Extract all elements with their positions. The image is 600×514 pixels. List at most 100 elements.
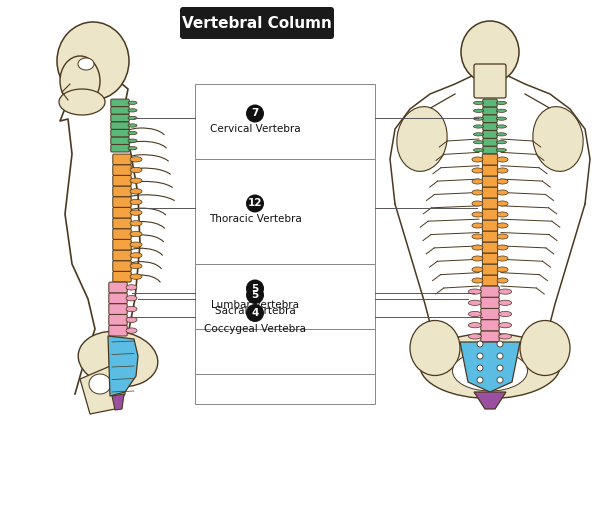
- Ellipse shape: [57, 22, 129, 100]
- FancyBboxPatch shape: [111, 137, 129, 144]
- Ellipse shape: [533, 106, 583, 171]
- Ellipse shape: [128, 101, 137, 104]
- Ellipse shape: [497, 278, 508, 283]
- Ellipse shape: [497, 109, 506, 113]
- Ellipse shape: [499, 300, 512, 305]
- Ellipse shape: [472, 256, 483, 261]
- FancyBboxPatch shape: [113, 208, 131, 218]
- FancyBboxPatch shape: [481, 297, 499, 308]
- Ellipse shape: [499, 311, 512, 317]
- FancyBboxPatch shape: [113, 271, 131, 282]
- Circle shape: [246, 280, 264, 298]
- Circle shape: [477, 353, 483, 359]
- Ellipse shape: [128, 124, 137, 127]
- Ellipse shape: [410, 321, 460, 376]
- Circle shape: [246, 194, 264, 212]
- Ellipse shape: [472, 234, 483, 239]
- Text: Thoracic Vertebra: Thoracic Vertebra: [209, 214, 301, 225]
- Text: 5: 5: [251, 290, 259, 300]
- Polygon shape: [80, 364, 125, 414]
- Text: 12: 12: [248, 198, 262, 209]
- FancyBboxPatch shape: [483, 146, 497, 154]
- Ellipse shape: [497, 168, 508, 173]
- FancyBboxPatch shape: [482, 253, 498, 264]
- Ellipse shape: [472, 267, 483, 272]
- FancyBboxPatch shape: [482, 242, 498, 253]
- Ellipse shape: [472, 223, 483, 228]
- FancyBboxPatch shape: [482, 165, 498, 176]
- Ellipse shape: [472, 245, 483, 250]
- Text: Vertebral Column: Vertebral Column: [182, 15, 332, 30]
- FancyBboxPatch shape: [482, 220, 498, 231]
- Text: Lumbar Vertebra: Lumbar Vertebra: [211, 300, 299, 309]
- FancyBboxPatch shape: [474, 64, 506, 98]
- FancyBboxPatch shape: [113, 240, 131, 250]
- Circle shape: [497, 377, 503, 383]
- FancyBboxPatch shape: [111, 122, 129, 130]
- Ellipse shape: [497, 117, 506, 120]
- Circle shape: [246, 286, 264, 304]
- Circle shape: [497, 365, 503, 371]
- FancyBboxPatch shape: [113, 218, 131, 229]
- Ellipse shape: [469, 289, 481, 294]
- Bar: [195, 84, 375, 159]
- FancyBboxPatch shape: [481, 320, 499, 331]
- Ellipse shape: [128, 108, 137, 112]
- Bar: [195, 159, 375, 264]
- Ellipse shape: [126, 296, 137, 301]
- Ellipse shape: [89, 374, 111, 394]
- Polygon shape: [460, 342, 520, 392]
- FancyBboxPatch shape: [483, 123, 497, 131]
- Ellipse shape: [472, 278, 483, 283]
- Ellipse shape: [497, 125, 506, 128]
- FancyBboxPatch shape: [483, 131, 497, 138]
- Ellipse shape: [469, 334, 481, 339]
- Circle shape: [477, 365, 483, 371]
- Ellipse shape: [130, 157, 142, 162]
- Ellipse shape: [497, 234, 508, 239]
- FancyBboxPatch shape: [482, 187, 498, 198]
- Text: 5: 5: [251, 284, 259, 293]
- Ellipse shape: [420, 334, 560, 398]
- Ellipse shape: [126, 317, 137, 322]
- Ellipse shape: [130, 221, 142, 226]
- FancyBboxPatch shape: [482, 264, 498, 275]
- Ellipse shape: [128, 139, 137, 142]
- Ellipse shape: [126, 285, 137, 290]
- Ellipse shape: [473, 125, 484, 128]
- FancyBboxPatch shape: [481, 286, 499, 297]
- FancyBboxPatch shape: [483, 115, 497, 122]
- FancyBboxPatch shape: [482, 231, 498, 242]
- Ellipse shape: [473, 149, 484, 152]
- FancyBboxPatch shape: [180, 7, 334, 39]
- FancyBboxPatch shape: [109, 293, 127, 304]
- Ellipse shape: [397, 106, 447, 171]
- FancyBboxPatch shape: [481, 331, 499, 342]
- FancyBboxPatch shape: [109, 315, 127, 325]
- Ellipse shape: [128, 132, 137, 135]
- FancyBboxPatch shape: [113, 261, 131, 271]
- Ellipse shape: [469, 311, 481, 317]
- Polygon shape: [108, 336, 138, 396]
- FancyBboxPatch shape: [111, 144, 129, 152]
- Circle shape: [477, 341, 483, 347]
- Text: Cervical Vertebra: Cervical Vertebra: [209, 124, 301, 135]
- FancyBboxPatch shape: [109, 304, 127, 315]
- Ellipse shape: [472, 179, 483, 184]
- Ellipse shape: [472, 201, 483, 206]
- FancyBboxPatch shape: [482, 198, 498, 209]
- FancyBboxPatch shape: [113, 175, 131, 186]
- Polygon shape: [112, 394, 124, 410]
- Ellipse shape: [472, 212, 483, 217]
- Ellipse shape: [472, 190, 483, 195]
- Ellipse shape: [461, 21, 519, 83]
- Text: 4: 4: [251, 308, 259, 318]
- FancyBboxPatch shape: [113, 197, 131, 207]
- Ellipse shape: [130, 253, 142, 258]
- Ellipse shape: [499, 323, 512, 328]
- Bar: [195, 264, 375, 329]
- FancyBboxPatch shape: [483, 99, 497, 107]
- Ellipse shape: [78, 58, 94, 70]
- FancyBboxPatch shape: [109, 282, 127, 293]
- Ellipse shape: [59, 89, 105, 115]
